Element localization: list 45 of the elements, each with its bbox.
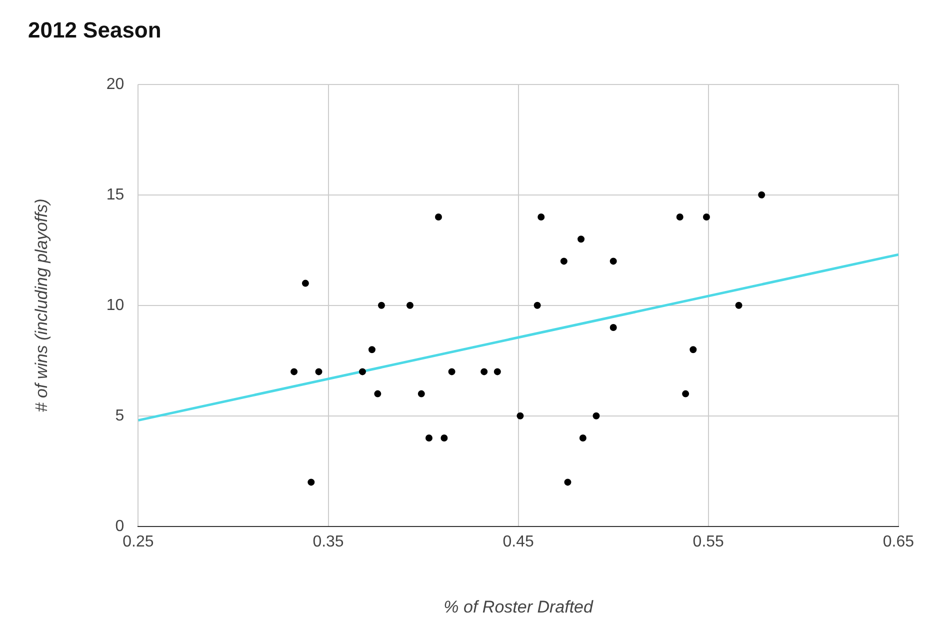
y-tick-label: 15 xyxy=(106,186,124,204)
point xyxy=(434,214,442,220)
point xyxy=(676,214,684,220)
point xyxy=(358,368,366,376)
point xyxy=(374,390,382,398)
point xyxy=(290,368,298,376)
point xyxy=(702,214,710,220)
x-tick-label: 0.25 xyxy=(122,533,154,550)
point xyxy=(534,302,541,309)
point xyxy=(690,346,697,354)
x-tick-label: 0.55 xyxy=(692,533,724,550)
x-axis-title: % of Roster Drafted xyxy=(444,598,594,617)
point xyxy=(579,434,586,442)
point xyxy=(440,434,448,442)
y-axis-title: # of wins (including playoffs) xyxy=(32,198,51,412)
point xyxy=(378,302,385,309)
x-tick-label: 0.35 xyxy=(312,533,344,550)
point xyxy=(425,434,432,442)
point xyxy=(538,214,545,220)
point xyxy=(592,412,600,420)
point xyxy=(368,346,376,354)
x-tick-label: 0.65 xyxy=(882,533,914,550)
point xyxy=(560,258,568,265)
point xyxy=(418,390,425,398)
x-tick-label: 0.45 xyxy=(502,533,534,550)
point xyxy=(610,324,617,331)
point xyxy=(480,368,488,376)
point xyxy=(610,258,617,265)
point xyxy=(735,302,742,309)
y-tick-label: 10 xyxy=(106,296,124,314)
point xyxy=(308,478,315,486)
point xyxy=(406,302,414,309)
point xyxy=(516,412,524,420)
point xyxy=(682,390,690,398)
point xyxy=(448,368,456,376)
y-tick-label: 20 xyxy=(106,76,124,93)
y-tick-label: 0 xyxy=(115,518,124,535)
y-tick-label: 5 xyxy=(115,407,124,424)
point xyxy=(315,368,322,376)
point xyxy=(302,280,309,287)
point xyxy=(494,368,501,376)
chart-title: 2012 Season xyxy=(28,17,162,42)
point xyxy=(758,191,766,198)
point xyxy=(564,478,572,486)
point xyxy=(578,236,585,243)
